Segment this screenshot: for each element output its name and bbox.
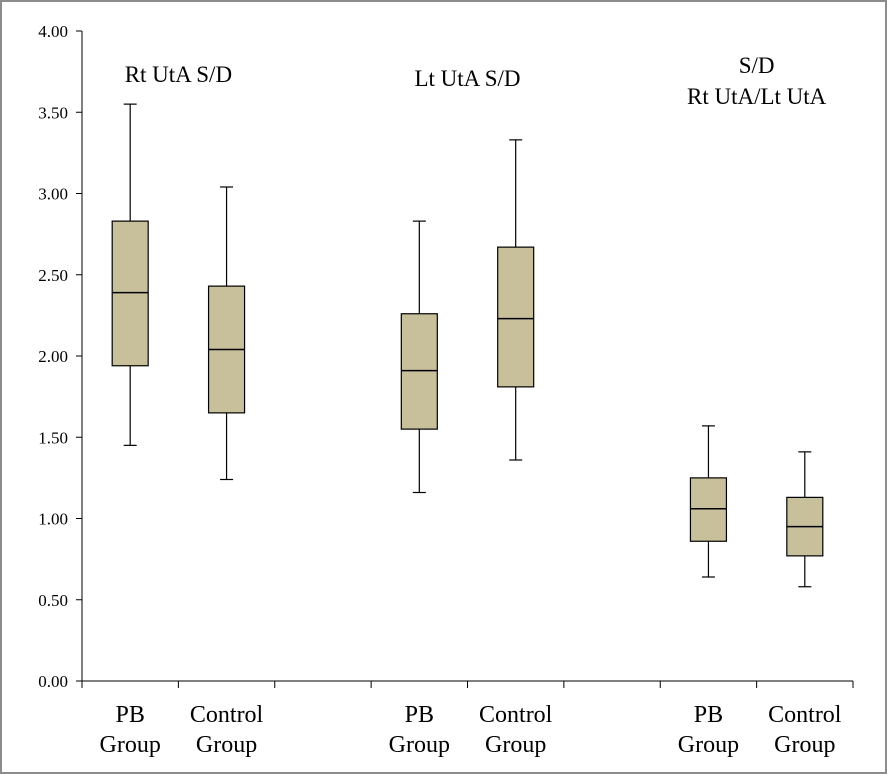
iqr-box xyxy=(111,220,149,367)
category-label: Group xyxy=(774,732,835,758)
y-tick-label: 4.00 xyxy=(38,22,68,41)
y-tick-label: 1.00 xyxy=(38,510,68,529)
group-label: Rt UtA/Lt UtA xyxy=(687,84,827,109)
y-tick-label: 2.00 xyxy=(38,347,68,366)
category-label: Control xyxy=(190,702,264,728)
y-tick-label: 3.00 xyxy=(38,185,68,204)
y-tick-label: 0.00 xyxy=(38,672,68,691)
iqr-box xyxy=(689,477,728,542)
group-label: Rt UtA S/D xyxy=(125,62,232,87)
y-tick-label: 2.50 xyxy=(38,266,68,285)
category-label: PB xyxy=(694,702,723,728)
category-label: PB xyxy=(116,702,145,728)
y-tick-label: 1.50 xyxy=(38,428,68,447)
category-label: Group xyxy=(196,732,257,758)
group-label: S/D xyxy=(739,53,775,78)
y-tick-label: 0.50 xyxy=(38,591,68,610)
group-label: Lt UtA S/D xyxy=(414,66,520,91)
category-label: Control xyxy=(768,702,842,728)
category-label: Group xyxy=(678,732,739,758)
category-label: PB xyxy=(405,702,434,728)
y-tick-label: 3.50 xyxy=(38,103,68,122)
iqr-box xyxy=(400,313,438,430)
category-label: Control xyxy=(479,702,553,728)
category-label: Group xyxy=(389,732,450,758)
category-label: Group xyxy=(485,732,546,758)
iqr-box xyxy=(497,246,535,388)
category-label: Group xyxy=(100,732,161,758)
